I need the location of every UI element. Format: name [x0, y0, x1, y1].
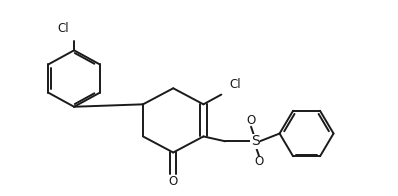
- Text: O: O: [254, 155, 263, 168]
- Text: Cl: Cl: [57, 22, 69, 35]
- Text: O: O: [169, 175, 178, 188]
- Text: Cl: Cl: [229, 78, 241, 91]
- Text: O: O: [246, 114, 256, 127]
- Text: S: S: [251, 134, 259, 148]
